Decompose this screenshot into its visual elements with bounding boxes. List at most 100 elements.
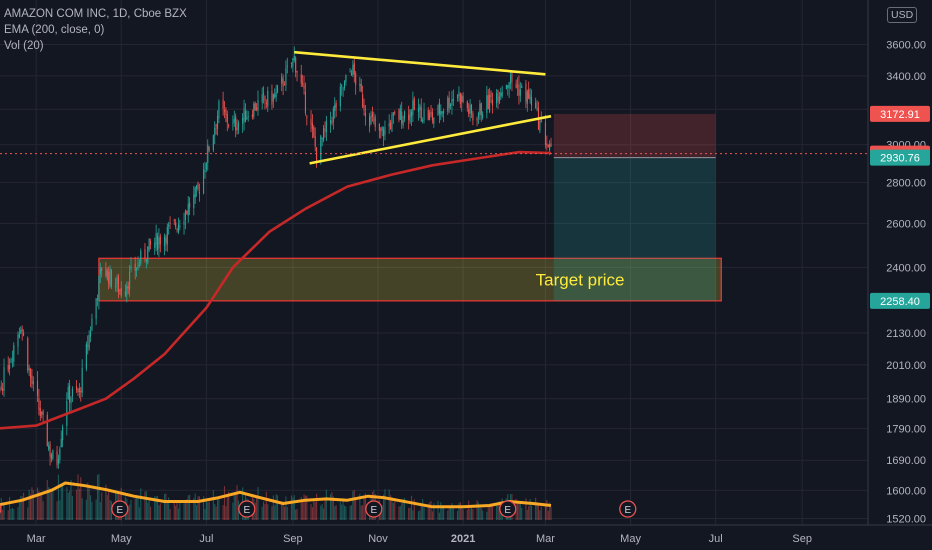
volume-bar <box>69 490 71 520</box>
volume-bar <box>420 503 422 520</box>
volume-bar <box>207 502 209 520</box>
currency-badge[interactable]: USD <box>887 7 918 23</box>
volume-bar <box>450 507 452 520</box>
candle-body <box>431 112 433 121</box>
volume-bar <box>359 493 361 520</box>
candle-body <box>505 85 507 90</box>
volume-bar <box>281 503 283 520</box>
candle-body <box>349 70 351 72</box>
volume-bar <box>283 506 286 520</box>
volume-bar <box>339 502 341 520</box>
volume-bar <box>544 503 546 520</box>
candle-body <box>304 91 306 114</box>
volume-bar <box>518 501 520 520</box>
volume-bar <box>314 502 316 520</box>
volume-bar <box>263 501 265 520</box>
volume-bar <box>137 498 139 520</box>
volume-bar <box>56 501 58 520</box>
candle-body <box>78 388 80 392</box>
volume-bar <box>274 505 276 520</box>
x-tick-label: 2021 <box>451 533 475 545</box>
volume-bar <box>36 487 39 520</box>
candle-body <box>334 104 336 112</box>
volume-bar <box>60 484 62 520</box>
candle-body <box>429 112 431 121</box>
volume-bar <box>28 489 30 520</box>
volume-bar <box>223 486 226 520</box>
candle-body <box>519 89 521 96</box>
volume-bar <box>29 494 32 520</box>
candle-body <box>38 398 40 410</box>
volume-bar <box>127 505 129 520</box>
volume-bar <box>59 500 61 520</box>
y-tick-label: 2130.00 <box>886 328 926 340</box>
volume-bar <box>477 502 480 520</box>
volume-bar <box>49 488 51 520</box>
candle-body <box>466 101 468 109</box>
candle-body <box>430 111 432 114</box>
candle-body <box>186 210 188 214</box>
candle-body <box>265 102 267 104</box>
volume-bar <box>362 505 364 520</box>
volume-bar <box>175 505 177 520</box>
candle-body <box>50 454 53 459</box>
candle-body <box>360 83 362 92</box>
candle-body <box>448 97 450 109</box>
candle-body <box>352 65 354 76</box>
candle-body <box>197 182 199 190</box>
volume-bar <box>81 498 83 520</box>
candle-body <box>459 93 461 104</box>
candle-body <box>256 107 258 110</box>
candle-body <box>362 94 364 107</box>
candle-body <box>59 448 61 460</box>
target-zone-box <box>98 257 722 302</box>
candle-body <box>144 249 146 259</box>
candle-body <box>540 120 542 123</box>
y-tick-label: 1690.00 <box>886 455 926 467</box>
volume-bar <box>381 505 383 520</box>
candle-body <box>11 358 13 360</box>
earnings-label: E <box>624 505 631 516</box>
candle-body <box>46 414 48 447</box>
volume-bar <box>546 499 548 520</box>
volume-bar <box>430 500 432 520</box>
volume-bar <box>186 499 188 520</box>
candle-body <box>500 92 502 98</box>
candle-body <box>225 108 227 115</box>
candle-body <box>371 112 373 118</box>
candle-body <box>254 102 256 111</box>
candle-body <box>91 318 93 331</box>
y-tick-label: 2010.00 <box>886 360 926 372</box>
y-tick-label: 1890.00 <box>886 394 926 406</box>
candle-body <box>32 381 34 385</box>
volume-bar <box>458 503 460 520</box>
volume-bar <box>433 503 435 520</box>
volume-bar <box>3 504 5 520</box>
candle-body <box>147 246 149 263</box>
volume-bar <box>296 509 298 520</box>
candle-body <box>67 386 69 400</box>
candle-body <box>303 84 305 89</box>
volume-bar <box>70 479 72 520</box>
volume-bar <box>402 498 404 520</box>
candle-body <box>391 115 393 132</box>
candle-body <box>528 89 530 99</box>
volume-bar <box>165 493 167 520</box>
volume-bar <box>468 500 470 520</box>
candle-body <box>207 144 209 164</box>
candle-body <box>427 110 429 120</box>
candle-body <box>27 338 29 371</box>
volume-bar <box>235 492 237 520</box>
candle-body <box>539 121 541 132</box>
volume-bar <box>183 503 185 520</box>
volume-bar <box>232 502 234 520</box>
volume-bar <box>71 495 73 520</box>
candle-body <box>253 103 255 117</box>
volume-bar <box>98 474 100 520</box>
volume-bar <box>32 490 34 520</box>
volume-bar <box>205 501 207 520</box>
volume-bar <box>99 502 101 520</box>
volume-bar <box>352 490 354 520</box>
volume-bar <box>105 484 107 520</box>
